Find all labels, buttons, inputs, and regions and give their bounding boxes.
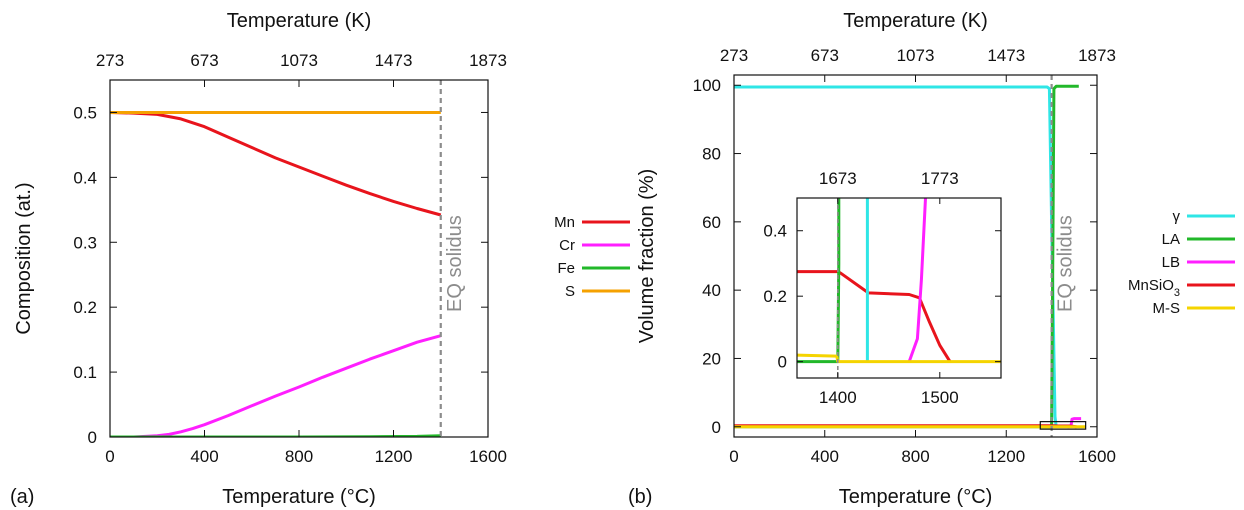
x-tick-label: 0 xyxy=(105,447,114,466)
solidus-label: EQ solidus xyxy=(1055,215,1077,312)
y-tick-label: 0 xyxy=(88,428,97,447)
x2-tick-label: 673 xyxy=(811,46,839,65)
legend-label: Cr xyxy=(559,237,575,254)
x2-tick-label: 1873 xyxy=(469,51,507,70)
legend-label: M-S xyxy=(1153,300,1181,317)
solidus-label: EQ solidus xyxy=(444,215,466,312)
y-tick-label: 0.1 xyxy=(73,363,97,382)
plot-frame xyxy=(109,79,489,438)
legend-label: S xyxy=(565,283,575,300)
y-tick-label: 0.2 xyxy=(73,298,97,317)
inset-y-tick-label: 0.2 xyxy=(763,287,787,306)
series-line-gamma xyxy=(734,85,1058,427)
x-tick-label: 1600 xyxy=(1078,447,1116,466)
inset: 1400 1500 1673 1773 0 0.2 0.4 xyxy=(763,169,1002,407)
x2-tick-label: 1873 xyxy=(1078,46,1116,65)
x-tick-label: 400 xyxy=(190,447,218,466)
panel-label: (a) xyxy=(10,486,34,508)
inset-x-tick-label: 1400 xyxy=(819,388,857,407)
x-tick-label: 1200 xyxy=(375,447,413,466)
legend-label: MnSiO3 xyxy=(1128,277,1180,299)
x-tick-label: 1200 xyxy=(987,447,1025,466)
legend-label: LA xyxy=(1162,231,1180,248)
x2-tick-label: 1073 xyxy=(280,51,318,70)
legend: Mn Cr Fe S xyxy=(554,214,630,300)
panel-label: (b) xyxy=(628,486,652,508)
y-tick-label: 20 xyxy=(702,349,721,368)
y-tick-label: 0 xyxy=(712,418,721,437)
y-tick-label: 0.5 xyxy=(73,103,97,122)
legend-label: LB xyxy=(1162,254,1180,271)
panel-a: EQ solidus 0 400 800 1200 1600 273 673 1073 1473 1… xyxy=(10,10,630,508)
y-tick-label: 80 xyxy=(702,145,721,164)
x2-tick-label: 1473 xyxy=(987,46,1025,65)
y-tick-label: 60 xyxy=(702,213,721,232)
x2-tick-label: 1073 xyxy=(897,46,935,65)
x-axis-title: Temperature (°C) xyxy=(839,486,993,508)
zoom-box xyxy=(1039,421,1087,430)
y-tick-label: 40 xyxy=(702,281,721,300)
inset-x2-tick-label: 1673 xyxy=(819,169,857,188)
y-axis-title: Volume fraction (%) xyxy=(636,169,658,344)
inset-x-tick-label: 1500 xyxy=(921,388,959,407)
y-tick-label: 0.4 xyxy=(73,168,97,187)
inset-x2-tick-label: 1773 xyxy=(921,169,959,188)
y-tick-label: 0.3 xyxy=(73,233,97,252)
x-tick-label: 1600 xyxy=(469,447,507,466)
x-tick-label: 800 xyxy=(901,447,929,466)
series-group xyxy=(110,111,442,437)
y-axis-title: Composition (at.) xyxy=(13,182,35,334)
inset-y-tick-label: 0.4 xyxy=(763,222,787,241)
legend-label: Mn xyxy=(554,214,575,231)
x2-tick-label: 673 xyxy=(190,51,218,70)
x-tick-label: 0 xyxy=(729,447,738,466)
x-axis-title: Temperature (°C) xyxy=(222,486,376,508)
inset-y-tick-label: 0 xyxy=(778,353,787,372)
legend-label: Fe xyxy=(557,260,575,277)
x2-tick-label: 273 xyxy=(720,46,748,65)
series-line-cr xyxy=(110,334,442,437)
x-tick-label: 800 xyxy=(285,447,313,466)
x2-tick-label: 1473 xyxy=(375,51,413,70)
legend-label: γ xyxy=(1173,208,1181,225)
inset-series-line-lb xyxy=(907,198,927,363)
inset-frame xyxy=(796,197,1002,379)
y-tick-label: 100 xyxy=(693,76,721,95)
inset-series-line-ms xyxy=(797,353,1001,364)
x2-axis-title: Temperature (K) xyxy=(843,10,988,32)
x-tick-label: 400 xyxy=(811,447,839,466)
series-line-mn xyxy=(110,111,442,217)
x2-axis-title: Temperature (K) xyxy=(227,10,372,32)
x2-tick-label: 273 xyxy=(96,51,124,70)
